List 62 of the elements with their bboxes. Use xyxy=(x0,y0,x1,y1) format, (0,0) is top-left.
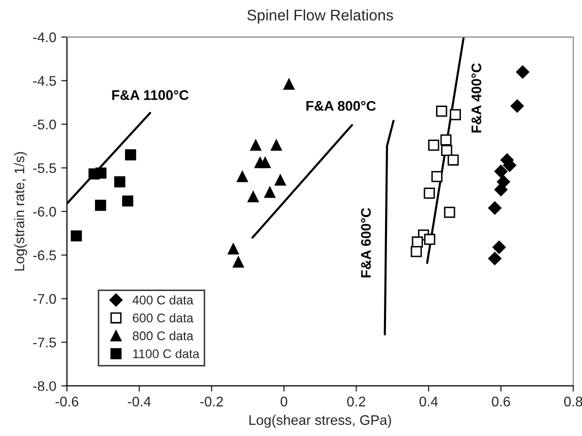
legend-label: 400 C data xyxy=(132,295,194,304)
point xyxy=(516,65,530,79)
point xyxy=(488,201,502,215)
point xyxy=(232,256,244,268)
point xyxy=(441,144,452,156)
legend-label: 600 C data xyxy=(132,313,194,322)
point xyxy=(260,157,271,168)
y-tick-label: -5.0 xyxy=(33,120,56,130)
x-tick-label: -0.6 xyxy=(56,396,78,406)
y-tick-label: -7.5 xyxy=(33,338,56,348)
x-tick-label: -0.2 xyxy=(200,396,223,406)
legend-label: 800 C data xyxy=(132,331,194,340)
y-axis-title: Log(strain rate, 1/s) xyxy=(14,152,28,271)
point xyxy=(428,140,440,151)
point xyxy=(494,164,508,178)
point xyxy=(122,195,134,207)
point xyxy=(70,230,82,242)
series-label: F&A 1100°C xyxy=(112,90,189,100)
y-tick-label: -4.0 xyxy=(33,32,56,42)
y-tick-label: -6.0 xyxy=(33,206,56,217)
point xyxy=(95,168,106,179)
y-tick-label: -8.0 xyxy=(33,381,56,392)
point xyxy=(264,186,276,198)
point xyxy=(236,171,248,182)
point xyxy=(274,174,286,186)
x-tick-label: 0.2 xyxy=(347,396,366,406)
point xyxy=(448,154,459,166)
series-label: F&A 800°C xyxy=(306,100,376,111)
legend-label: 1100 C data xyxy=(133,349,200,358)
point xyxy=(248,191,259,202)
chart-title: Spinel Flow Relations xyxy=(247,9,394,24)
point xyxy=(424,234,436,245)
point xyxy=(424,188,435,199)
x-axis-title: Log(shear stress, GPa) xyxy=(249,414,392,428)
x-tick-label: 0.6 xyxy=(492,396,510,406)
x-tick-label: 0.4 xyxy=(419,396,438,406)
point xyxy=(510,99,524,113)
point xyxy=(494,183,508,196)
point xyxy=(492,240,506,254)
x-tick-label: 0 xyxy=(280,396,288,406)
point xyxy=(228,243,239,255)
text: F&A 400°C xyxy=(471,63,482,133)
point xyxy=(431,171,442,182)
y-tick-label: -7.0 xyxy=(33,294,56,304)
point xyxy=(114,176,126,188)
x-tick-label: -0.4 xyxy=(128,396,151,406)
x-tick-label: 0.8 xyxy=(564,396,582,406)
text: F&A 600°C xyxy=(361,208,371,278)
y-tick-label: -4.5 xyxy=(33,76,56,86)
point xyxy=(283,78,295,90)
point xyxy=(410,246,422,258)
y-tick-label: -6.5 xyxy=(33,250,56,260)
point xyxy=(450,109,461,120)
point xyxy=(436,106,448,117)
point xyxy=(250,140,262,151)
point xyxy=(95,200,106,211)
point xyxy=(444,206,456,218)
point xyxy=(440,134,452,146)
point xyxy=(270,140,282,151)
point xyxy=(488,252,502,266)
point xyxy=(125,149,136,160)
y-tick-label: -5.5 xyxy=(33,163,56,174)
